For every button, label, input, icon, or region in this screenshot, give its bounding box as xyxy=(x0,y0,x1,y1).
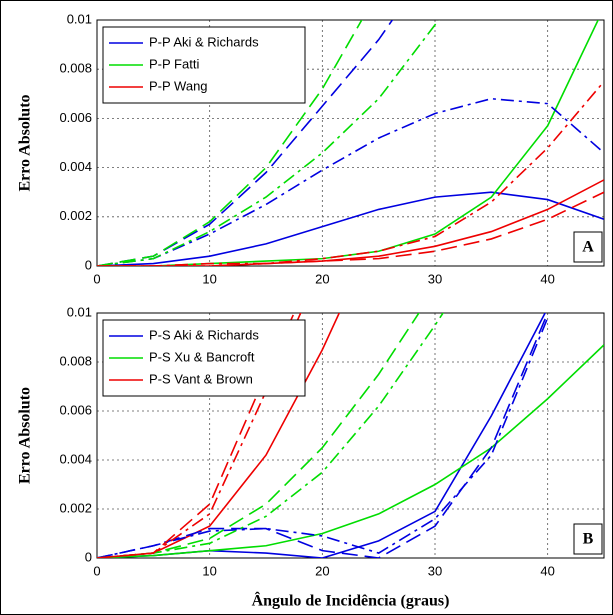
legend-label: P-P Aki & Richards xyxy=(149,34,259,49)
y-tick-label: 0 xyxy=(85,257,92,272)
series-line xyxy=(97,317,549,558)
x-axis-label: Ângulo de Incidência (graus) xyxy=(252,591,450,610)
series-line xyxy=(97,191,604,266)
series-line xyxy=(97,20,363,266)
y-tick-label: 0.004 xyxy=(59,159,92,174)
annotation: B xyxy=(583,531,594,548)
y-tick-label: 0.006 xyxy=(59,402,92,417)
annotation: A xyxy=(582,239,594,256)
annotation-box xyxy=(573,231,603,263)
y-tick-label: 0 xyxy=(85,549,92,564)
legend-label: P-P Fatti xyxy=(149,56,199,71)
legend-box xyxy=(102,26,306,104)
x-tick-label: 10 xyxy=(202,563,216,578)
x-tick-label: 30 xyxy=(428,271,442,286)
series-line xyxy=(97,80,604,266)
x-tick-label: 0 xyxy=(93,563,100,578)
lines xyxy=(97,20,604,266)
series-line xyxy=(97,313,445,558)
series-line xyxy=(97,97,604,266)
series-line xyxy=(97,191,604,266)
y-tick-label: 0.004 xyxy=(59,451,92,466)
series-line xyxy=(97,179,604,266)
y-tick-label: 0.008 xyxy=(59,61,92,76)
y-axis-label: Erro Absoluto xyxy=(17,387,34,484)
x-tick-label: 20 xyxy=(315,563,329,578)
y-tick-label: 0.006 xyxy=(59,110,92,125)
plot-border xyxy=(96,19,605,267)
x-tick-label: 40 xyxy=(540,563,554,578)
y-tick-label: 0.008 xyxy=(59,353,92,368)
y-tick-label: 0.01 xyxy=(67,11,92,26)
legend-label: P-S Aki & Richards xyxy=(149,327,259,342)
x-tick-label: 40 xyxy=(540,271,554,286)
y-tick-label: 0.002 xyxy=(59,208,92,223)
panel: 0 0.002 0.004 0.006 0.008 0.01 0 10 20 30 40 P-P Ak… xyxy=(17,11,605,286)
x-tick-label: 0 xyxy=(93,271,100,286)
y-tick-label: 0.01 xyxy=(67,304,92,319)
annotation-box xyxy=(573,523,603,555)
series-line xyxy=(97,344,604,558)
y-tick-label: 0.002 xyxy=(59,500,92,515)
panel: 0 0.002 0.004 0.006 0.008 0.01 0 10 20 30 40 P-S Ak… xyxy=(17,304,605,610)
legend-label: P-S Vant & Brown xyxy=(149,371,253,386)
plot-border xyxy=(96,312,605,559)
x-tick-label: 30 xyxy=(428,563,442,578)
legend-label: P-S Xu & Bancroft xyxy=(149,349,255,364)
legend-label: P-P Wang xyxy=(149,78,208,93)
x-tick-label: 20 xyxy=(315,271,329,286)
x-tick-label: 10 xyxy=(202,271,216,286)
y-axis-label: Erro Absoluto xyxy=(17,94,34,191)
